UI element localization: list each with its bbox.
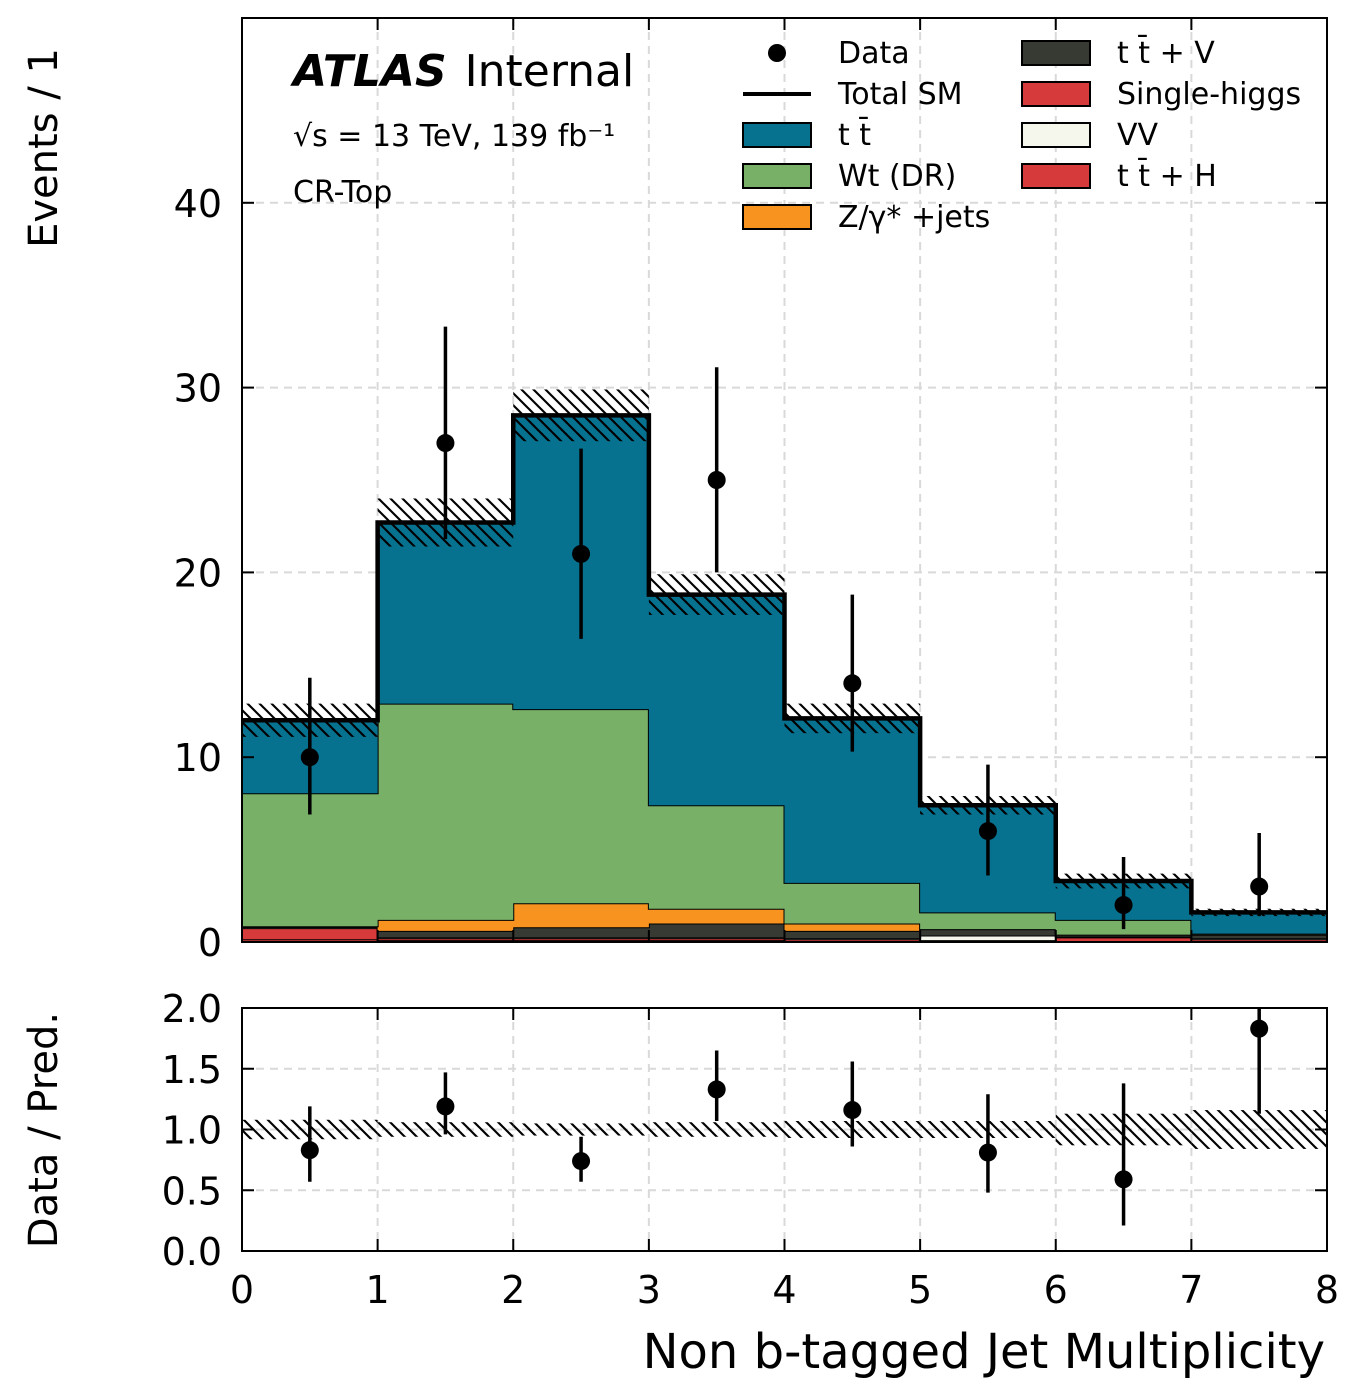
legend-item-wt-dr: Wt (DR): [742, 159, 956, 194]
legend-item-t-t-v: t t̄ + V: [1021, 35, 1215, 71]
legend-label: Z/γ* +jets: [838, 200, 990, 235]
y-tick-label: 0: [198, 921, 222, 965]
data-point: [436, 434, 455, 453]
atlas-label-rest: Internal: [465, 46, 635, 97]
y-tick-label: 30: [174, 367, 222, 411]
energy-label: √s = 13 TeV, 139 fb⁻¹: [293, 119, 615, 154]
x-tick-label: 1: [366, 1268, 390, 1312]
legend-patch: [742, 163, 812, 189]
data-point: [572, 544, 591, 563]
ratio-point: [843, 1101, 862, 1120]
legend-patch: [1021, 163, 1091, 189]
y-tick-label: 40: [174, 182, 222, 226]
ratio-points: [300, 1008, 1269, 1226]
region-label: CR-Top: [293, 175, 392, 210]
data-point: [1114, 896, 1133, 915]
legend-patch: [1021, 122, 1091, 148]
ratio-unc-bin: [648, 1122, 785, 1137]
legend-item-vv: VV: [1021, 118, 1159, 153]
legend-patch: [742, 122, 812, 148]
x-tick-label: 7: [1179, 1268, 1203, 1312]
data-point: [707, 471, 726, 489]
ratio-grid: [242, 1008, 1327, 1251]
ratio-uncertainty-band: [242, 1110, 1327, 1149]
atlas-label: ATLAS Internal: [290, 46, 634, 97]
legend-item-t-t-h: t t̄ + H: [1021, 158, 1217, 194]
x-axis-title: Non b-tagged Jet Multiplicity: [643, 1324, 1325, 1380]
ratio-ticks: 0.0 0.5 1.0 1.5 2.0 0 1 2 3 4 5 6 7 8: [162, 987, 1340, 1312]
ratio-y-tick-label: 0.5: [162, 1169, 222, 1213]
x-tick-label: 5: [908, 1268, 932, 1312]
x-tick-label: 8: [1315, 1268, 1339, 1312]
legend-patch: [1021, 81, 1091, 107]
ratio-y-tick-label: 0.0: [162, 1230, 222, 1274]
legend-label: Single-higgs: [1117, 77, 1301, 112]
ratio-point: [572, 1152, 591, 1171]
ratio-y-axis-title: Data / Pred.: [21, 1012, 67, 1248]
y-tick-label: 20: [174, 551, 222, 595]
ratio-unc-bin: [1191, 1110, 1327, 1149]
legend-label: Total SM: [837, 77, 963, 112]
ratio-point: [707, 1080, 726, 1099]
ratio-point: [1114, 1170, 1133, 1189]
atlas-label-bold: ATLAS: [290, 46, 447, 97]
legend-label: t t̄: [838, 117, 871, 153]
legend: Data Total SM t t̄ Wt (DR) Z/γ* +jets t t̄ + …: [742, 35, 1301, 235]
legend-label: Wt (DR): [838, 159, 956, 194]
legend-item-single-higgs: Single-higgs: [1021, 77, 1301, 112]
legend-label: t t̄ + H: [1117, 158, 1217, 194]
ratio-point: [1250, 1019, 1269, 1038]
ratio-y-tick-label: 1.0: [162, 1109, 222, 1153]
ratio-point: [300, 1141, 319, 1160]
data-point: [978, 822, 997, 841]
data-point: [1250, 877, 1269, 896]
y-tick-label: 10: [174, 736, 222, 780]
main-ticks: 0 10 20 30 40: [174, 18, 1327, 965]
legend-patch: [1021, 40, 1091, 66]
ratio-point: [978, 1143, 997, 1162]
legend-item-t-t: t t̄: [742, 117, 871, 153]
data-points: [300, 326, 1269, 930]
legend-patch: [742, 204, 812, 230]
ratio-unc-bin: [513, 1123, 649, 1136]
x-tick-label: 0: [230, 1268, 254, 1312]
legend-item-data: Data: [768, 36, 910, 71]
x-tick-label: 4: [772, 1268, 796, 1312]
legend-label: VV: [1117, 118, 1159, 153]
legend-item-z-jets: Z/γ* +jets: [742, 200, 990, 235]
ratio-y-tick-label: 1.5: [162, 1048, 222, 1092]
x-tick-label: 6: [1044, 1268, 1068, 1312]
legend-item-total-sm: Total SM: [743, 77, 963, 112]
total-sm-unc-bin: [648, 574, 785, 615]
ratio-y-tick-label: 2.0: [162, 987, 222, 1031]
legend-label: Data: [838, 36, 910, 71]
data-point: [843, 674, 862, 693]
main-y-axis-title: Events / 1: [21, 48, 67, 248]
data-point: [300, 748, 319, 767]
ratio-point: [436, 1097, 455, 1116]
legend-label: t t̄ + V: [1117, 35, 1215, 71]
x-tick-label: 3: [637, 1268, 661, 1312]
legend-marker-data: [768, 44, 786, 62]
total-sm-unc-bin: [513, 389, 649, 442]
x-tick-label: 2: [501, 1268, 525, 1312]
